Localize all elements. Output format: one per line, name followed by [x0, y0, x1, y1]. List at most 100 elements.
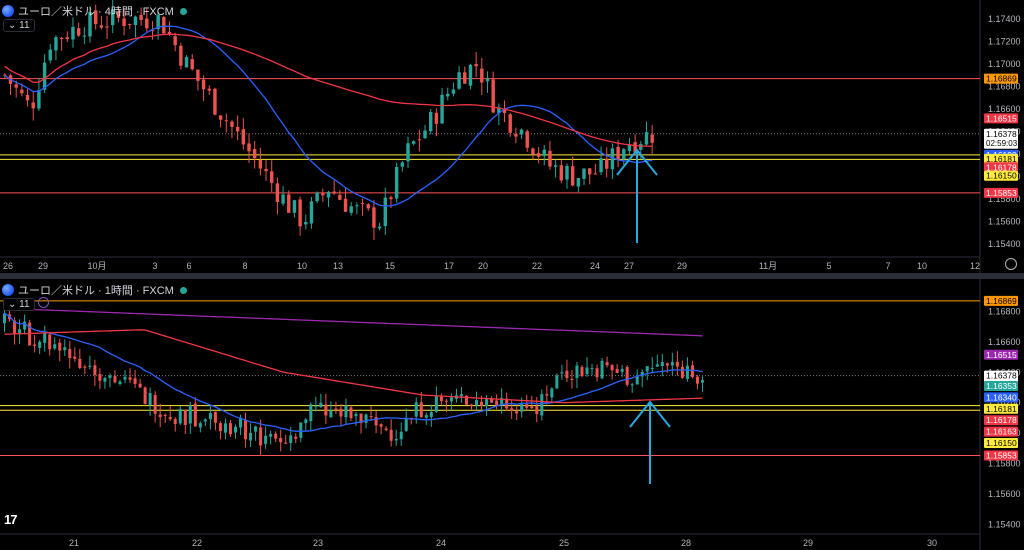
chart-canvas-4h[interactable]: 1.174001.172001.170001.168001.166001.164…: [0, 0, 1024, 273]
chart-pane-4h[interactable]: 1.174001.172001.170001.168001.166001.164…: [0, 0, 1024, 273]
annotation-arrow-head: [616, 148, 658, 176]
time-tick-label: 25: [559, 538, 569, 548]
price-label-box: [984, 295, 1018, 306]
candle-body: [37, 89, 41, 109]
candle-body: [224, 120, 228, 122]
candle-body: [535, 406, 539, 414]
time-tick-label: 28: [681, 538, 691, 548]
candle-body: [334, 408, 338, 410]
alert-icon[interactable]: [38, 297, 49, 308]
price-tick-label: 1.17000: [988, 59, 1021, 69]
candle-body: [88, 11, 92, 37]
candle-body: [615, 368, 619, 373]
candle-body: [198, 423, 202, 428]
candle-body: [389, 197, 393, 200]
candle-body: [223, 423, 227, 433]
candle-body: [258, 160, 263, 169]
candle-body: [379, 424, 383, 427]
candle-body: [610, 148, 615, 170]
candle-body: [366, 204, 370, 209]
sma-long-line: [4, 307, 703, 337]
candle-body: [28, 322, 32, 346]
chart-pane-1h[interactable]: 1.168001.166001.164001.162001.160001.158…: [0, 279, 1024, 550]
symbol-legend-1h[interactable]: ユーロ／米ドル · 1時間 · FXCM: [2, 282, 187, 298]
chart-canvas-1h[interactable]: 1.168001.166001.164001.162001.160001.158…: [0, 279, 1024, 550]
candle-body: [193, 403, 197, 427]
price-label-box: [984, 415, 1018, 426]
candle-body: [247, 143, 251, 152]
candle-body: [14, 84, 18, 88]
sma-slow-line: [4, 329, 703, 404]
candle-body: [25, 94, 30, 101]
time-tick-label: 20: [478, 261, 488, 271]
candle-body: [292, 200, 297, 213]
candle-body: [201, 79, 206, 90]
candle-body: [404, 417, 408, 431]
candle-body: [244, 419, 248, 440]
candle-body: [424, 415, 428, 418]
price-tick-label: 1.15400: [988, 519, 1021, 529]
candle-body: [252, 149, 257, 159]
symbol-title-4h: ユーロ／米ドル · 4時間 · FXCM: [18, 6, 174, 18]
price-tick-label: 1.16600: [988, 337, 1021, 347]
candle-body: [133, 378, 137, 384]
candle-body: [406, 143, 410, 162]
candle-body: [93, 10, 98, 25]
candle-body: [259, 427, 263, 446]
candle-body: [670, 362, 674, 366]
candle-body: [82, 35, 87, 37]
candle-body: [555, 375, 559, 389]
candle-body: [485, 397, 489, 407]
time-tick-label: 27: [624, 261, 634, 271]
candle-body: [423, 130, 427, 138]
candle-body: [485, 78, 490, 82]
candle-body: [338, 194, 342, 200]
candle-body: [111, 9, 115, 26]
candle-body: [264, 435, 268, 444]
price-label-text: 1.16378: [986, 129, 1017, 139]
candle-body: [133, 16, 138, 26]
settings-gear-icon[interactable]: [1005, 258, 1017, 270]
price-label-text: 1.16378: [986, 371, 1017, 381]
candle-body: [339, 408, 343, 417]
indicators-toggle-4h[interactable]: ⌄ 11: [3, 19, 35, 32]
price-label-text: 1.15853: [986, 450, 1017, 460]
eurusd-flag-icon: [2, 284, 14, 296]
candle-body: [519, 129, 524, 135]
market-open-icon: [179, 7, 187, 15]
candle-body: [580, 367, 584, 376]
time-tick-label: 29: [38, 261, 48, 271]
candle-body: [58, 342, 62, 351]
symbol-legend-4h[interactable]: ユーロ／米ドル · 4時間 · FXCM: [2, 3, 187, 19]
candle-body: [665, 363, 669, 366]
indicators-toggle-1h[interactable]: ⌄ 11: [3, 298, 35, 311]
candle-body: [400, 162, 405, 167]
candle-body: [287, 194, 291, 213]
candle-body: [264, 169, 268, 172]
candle-body: [233, 426, 238, 433]
candle-body: [42, 62, 47, 90]
candle-body: [150, 29, 155, 31]
candle-body: [38, 341, 42, 348]
candle-body: [188, 405, 192, 424]
price-label-box: [984, 113, 1018, 124]
candle-body: [419, 402, 423, 418]
candle-body: [582, 168, 586, 179]
pane-divider[interactable]: [0, 273, 1024, 279]
candle-body: [190, 59, 194, 70]
candle-body: [469, 404, 474, 407]
price-label-box: [984, 450, 1018, 461]
time-tick-label: 13: [333, 261, 343, 271]
candle-body: [324, 404, 328, 416]
price-label-box: [984, 170, 1018, 181]
candle-body: [600, 360, 604, 379]
candle-body: [31, 102, 35, 109]
time-tick-label: 29: [803, 538, 813, 548]
candle-body: [548, 150, 552, 167]
candle-body: [274, 433, 278, 439]
price-label-box: [984, 380, 1018, 391]
candle-body: [289, 435, 293, 443]
candle-body: [644, 132, 649, 145]
time-tick-label: 30: [927, 538, 937, 548]
candle-body: [88, 365, 92, 367]
